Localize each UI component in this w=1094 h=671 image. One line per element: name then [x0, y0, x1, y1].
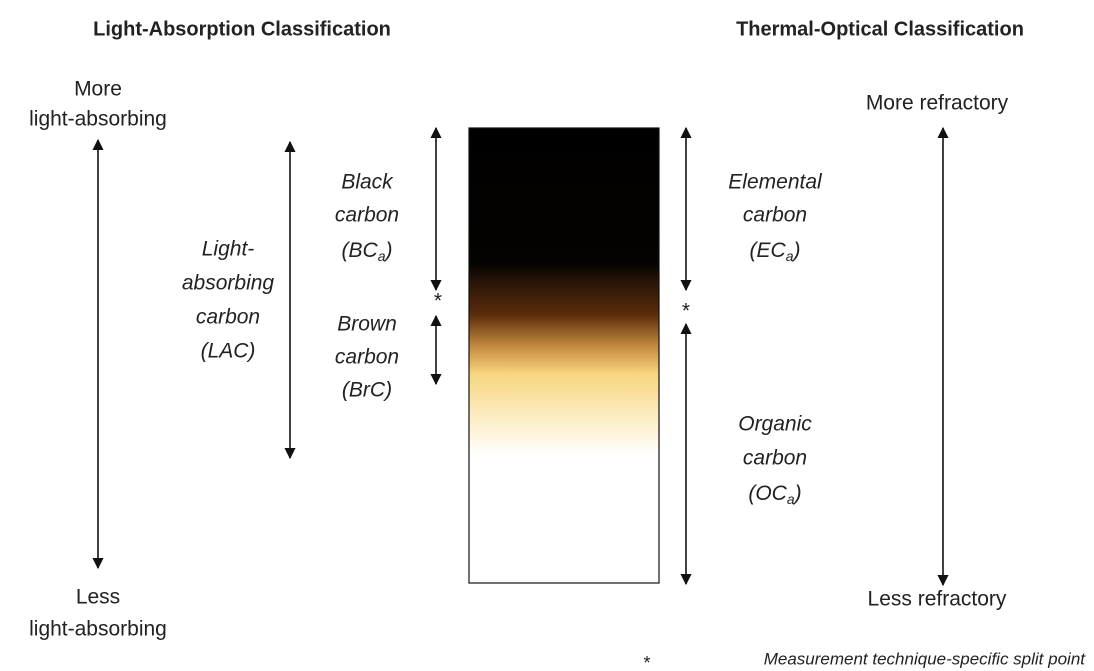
scale-label: More	[74, 78, 122, 101]
lac-label: Light-	[202, 238, 255, 261]
abbr-close: )	[792, 482, 802, 505]
subscript: a	[378, 248, 386, 264]
ec-abbr: (ECa)	[750, 239, 801, 264]
scale-label: Less	[76, 586, 120, 609]
oc-label: carbon	[743, 447, 807, 470]
abbr: (EC	[750, 239, 787, 262]
scale-label: Less refractory	[868, 588, 1007, 611]
scale-label: light-absorbing	[29, 618, 167, 641]
split-marker: *	[682, 300, 690, 323]
lac-label: carbon	[196, 306, 260, 329]
split-marker: *	[434, 290, 442, 313]
bc-label: carbon	[335, 204, 399, 227]
oc-label: Organic	[738, 413, 812, 436]
footnote: Measurement technique-specific split poi…	[764, 649, 1087, 668]
footnote-marker: *	[643, 653, 650, 671]
lac-label: absorbing	[182, 272, 275, 295]
scale-label: light-absorbing	[29, 108, 167, 131]
subscript: a	[786, 248, 794, 264]
bc-label: Black	[341, 171, 394, 194]
sample-filter	[468, 127, 660, 584]
brc-label: carbon	[335, 346, 399, 369]
abbr: (OC	[748, 482, 787, 505]
lac-label: (LAC)	[201, 340, 256, 363]
abbr: (BC	[342, 239, 379, 262]
abbr-close: )	[790, 239, 800, 262]
brc-label: (BrC)	[342, 379, 392, 402]
oc-abbr: (OCa)	[748, 482, 801, 507]
bc-abbr: (BCa)	[342, 239, 393, 264]
subscript: a	[787, 491, 795, 507]
left-heading: Light-Absorption Classification	[93, 18, 391, 40]
brc-label: Brown	[337, 313, 397, 336]
scale-label: More refractory	[866, 92, 1009, 115]
right-heading: Thermal-Optical Classification	[736, 18, 1024, 40]
abbr-close: )	[382, 239, 392, 262]
ec-label: carbon	[743, 204, 807, 227]
ec-label: Elemental	[728, 171, 823, 194]
